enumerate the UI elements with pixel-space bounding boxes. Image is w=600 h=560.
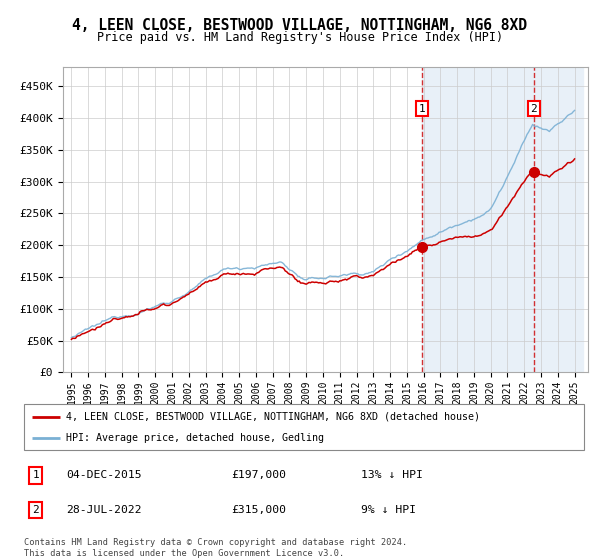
Text: 9% ↓ HPI: 9% ↓ HPI	[361, 505, 416, 515]
Text: 04-DEC-2015: 04-DEC-2015	[66, 470, 142, 480]
Text: 28-JUL-2022: 28-JUL-2022	[66, 505, 142, 515]
Text: 4, LEEN CLOSE, BESTWOOD VILLAGE, NOTTINGHAM, NG6 8XD (detached house): 4, LEEN CLOSE, BESTWOOD VILLAGE, NOTTING…	[66, 412, 480, 422]
Text: 1: 1	[32, 470, 39, 480]
Text: £197,000: £197,000	[232, 470, 287, 480]
Text: 2: 2	[32, 505, 39, 515]
Text: 2: 2	[530, 104, 537, 114]
Bar	[422, 67, 583, 372]
Text: HPI: Average price, detached house, Gedling: HPI: Average price, detached house, Gedl…	[66, 433, 324, 444]
FancyBboxPatch shape	[24, 404, 584, 450]
Text: 4, LEEN CLOSE, BESTWOOD VILLAGE, NOTTINGHAM, NG6 8XD: 4, LEEN CLOSE, BESTWOOD VILLAGE, NOTTING…	[73, 18, 527, 33]
Text: Contains HM Land Registry data © Crown copyright and database right 2024.
This d: Contains HM Land Registry data © Crown c…	[24, 538, 407, 558]
Text: £315,000: £315,000	[232, 505, 287, 515]
Text: 1: 1	[419, 104, 425, 114]
Text: 13% ↓ HPI: 13% ↓ HPI	[361, 470, 422, 480]
Text: Price paid vs. HM Land Registry's House Price Index (HPI): Price paid vs. HM Land Registry's House …	[97, 31, 503, 44]
